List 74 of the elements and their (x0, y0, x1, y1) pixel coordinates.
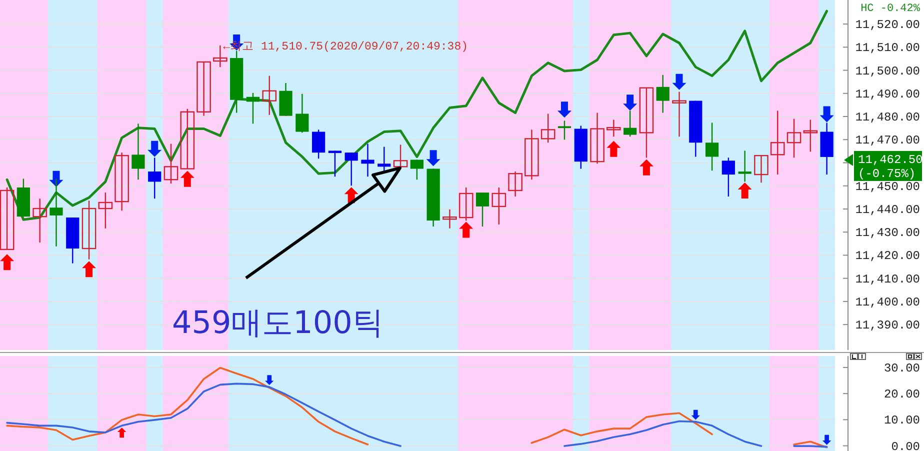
point (738, 182, 752, 198)
y-tick-label: 11,500.00 (855, 64, 920, 78)
candlestick (0, 186, 14, 250)
candlestick (524, 129, 539, 180)
y-tick-label: 10.00 (884, 414, 920, 428)
candlestick (540, 113, 556, 144)
point (459, 222, 474, 238)
candlestick (492, 186, 506, 226)
y-tick-label: 11,410.00 (855, 272, 920, 286)
point (557, 102, 572, 118)
y-tick-label: 11,510.00 (855, 41, 920, 56)
line-series (6, 10, 828, 221)
candlestick (722, 157, 735, 198)
candlestick (262, 75, 277, 116)
y-tick-label: 11,430.00 (855, 226, 920, 240)
candlestick (639, 87, 654, 158)
candlestick (296, 93, 309, 134)
y-tick-label: 20.00 (884, 388, 920, 402)
candlestick (344, 152, 358, 186)
point (426, 150, 440, 166)
candlestick (558, 120, 572, 140)
candlestick (442, 208, 457, 229)
candlestick (458, 186, 474, 222)
candlestick (312, 129, 326, 160)
candlestick (803, 119, 818, 152)
candlestick (98, 192, 113, 229)
y-tick-label: 11,470.00 (855, 134, 920, 148)
y-tick-label: 11,490.00 (855, 87, 920, 102)
y-tick-label: 11,390.00 (855, 318, 920, 333)
candlestick (180, 108, 195, 170)
candlestick (32, 198, 47, 244)
point (820, 106, 834, 122)
y-tick-label: 11,450.00 (855, 180, 920, 194)
candlestick (672, 91, 686, 138)
candlestick (114, 152, 129, 212)
y-tick-label: 11,440.00 (855, 202, 920, 217)
candlestick (770, 110, 785, 176)
candlestick (393, 144, 408, 168)
candlestick (361, 143, 374, 178)
candlestick (164, 143, 178, 184)
annotation: 459매도100틱 (172, 305, 384, 341)
y-tick-label: 30.00 (884, 361, 920, 376)
candlestick (786, 118, 802, 158)
candlestick (754, 154, 768, 184)
point (0, 254, 14, 270)
candlestick (738, 150, 752, 182)
text: 11,462.50 (-0.75%) (858, 152, 923, 181)
point (180, 170, 194, 187)
text: HC -0.42% (860, 3, 920, 15)
candlestick (705, 122, 719, 172)
point (623, 94, 638, 111)
y-tick-label: 11,400.00 (855, 295, 920, 310)
point (148, 140, 162, 157)
candlestick (328, 150, 342, 178)
y-tick-label: 11,520.00 (855, 18, 920, 32)
candlestick (590, 112, 604, 164)
candlestick (378, 146, 391, 174)
candlestick (476, 192, 490, 228)
candlestick (82, 200, 96, 260)
candlestick (656, 74, 670, 114)
point (639, 159, 654, 176)
candlestick (246, 92, 260, 124)
candlestick (132, 123, 145, 180)
point (82, 261, 96, 278)
y-tick-label: 11,480.00 (855, 110, 920, 125)
candlestick (606, 119, 621, 138)
point (672, 74, 686, 90)
candlestick (148, 157, 162, 200)
candlestick (508, 170, 522, 198)
y-tick-label: 0.00 (891, 440, 920, 451)
y-tick-label: 11,420.00 (855, 249, 920, 264)
point (606, 140, 621, 157)
candlestick (410, 159, 424, 180)
candlestick (196, 61, 211, 116)
